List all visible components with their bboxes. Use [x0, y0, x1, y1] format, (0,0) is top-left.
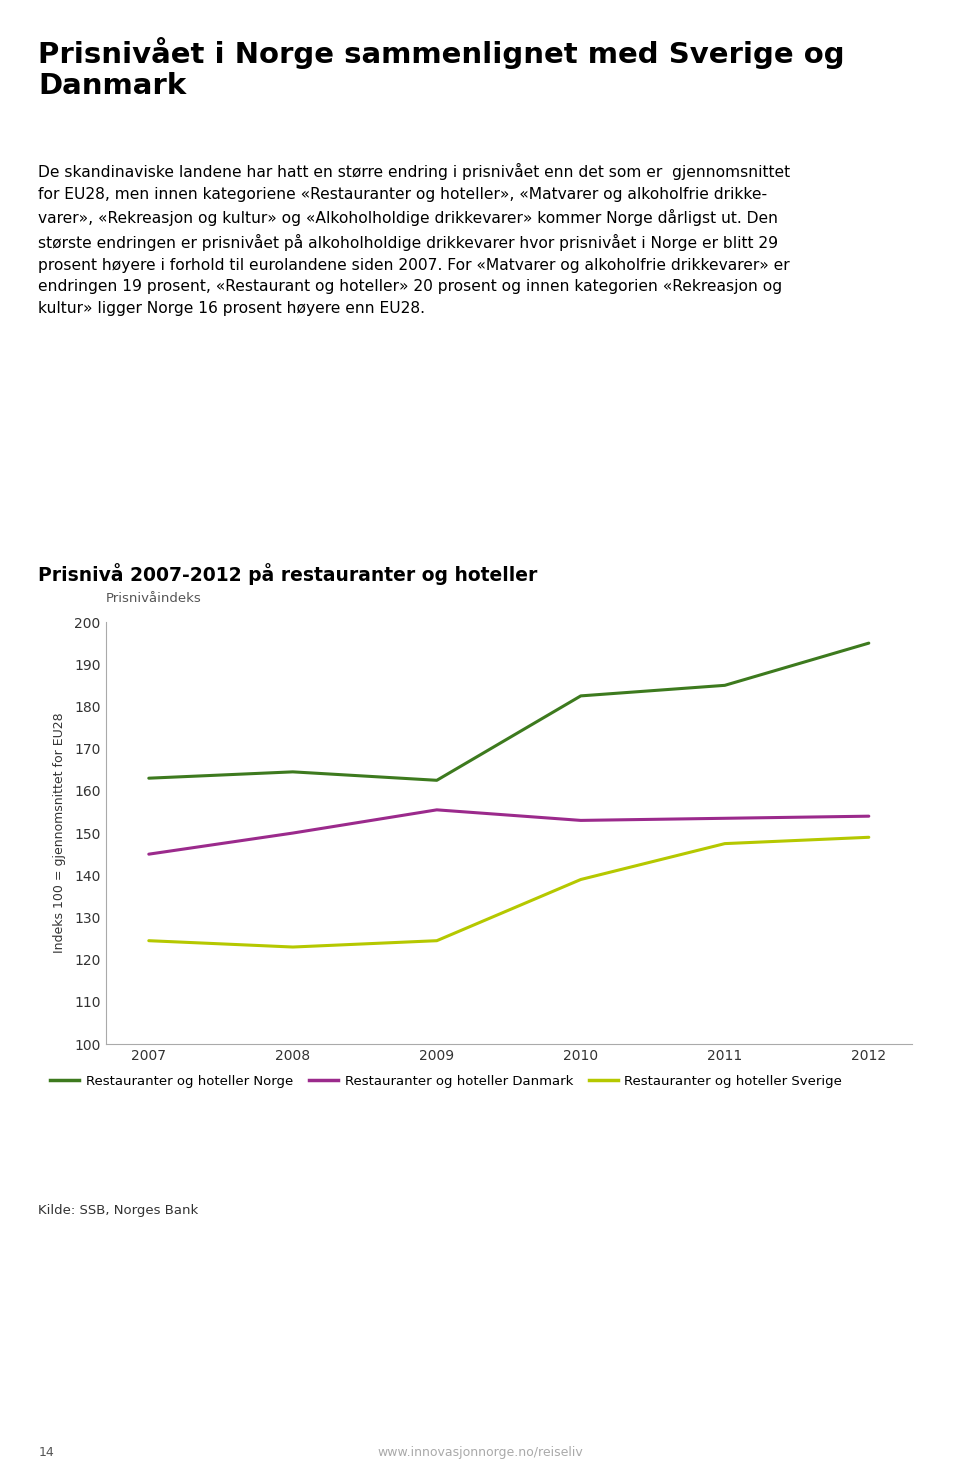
Text: De skandinaviske landene har hatt en større endring i prisnivået enn det som er : De skandinaviske landene har hatt en stø…: [38, 163, 790, 315]
Legend: Restauranter og hoteller Norge, Restauranter og hoteller Danmark, Restauranter o: Restauranter og hoteller Norge, Restaura…: [45, 1069, 848, 1093]
Text: 14: 14: [38, 1447, 54, 1459]
Text: Prisnivået i Norge sammenlignet med Sverige og
Danmark: Prisnivået i Norge sammenlignet med Sver…: [38, 37, 845, 101]
Y-axis label: Indeks 100 = gjennomsnittet for EU28: Indeks 100 = gjennomsnittet for EU28: [53, 712, 66, 954]
Text: Prisnivå 2007-2012 på restauranter og hoteller: Prisnivå 2007-2012 på restauranter og ho…: [38, 563, 538, 585]
Text: Kilde: SSB, Norges Bank: Kilde: SSB, Norges Bank: [38, 1204, 199, 1217]
Text: Prisnivåindeks: Prisnivåindeks: [106, 592, 202, 604]
Text: www.innovasjonnorge.no/reiseliv: www.innovasjonnorge.no/reiseliv: [377, 1447, 583, 1459]
